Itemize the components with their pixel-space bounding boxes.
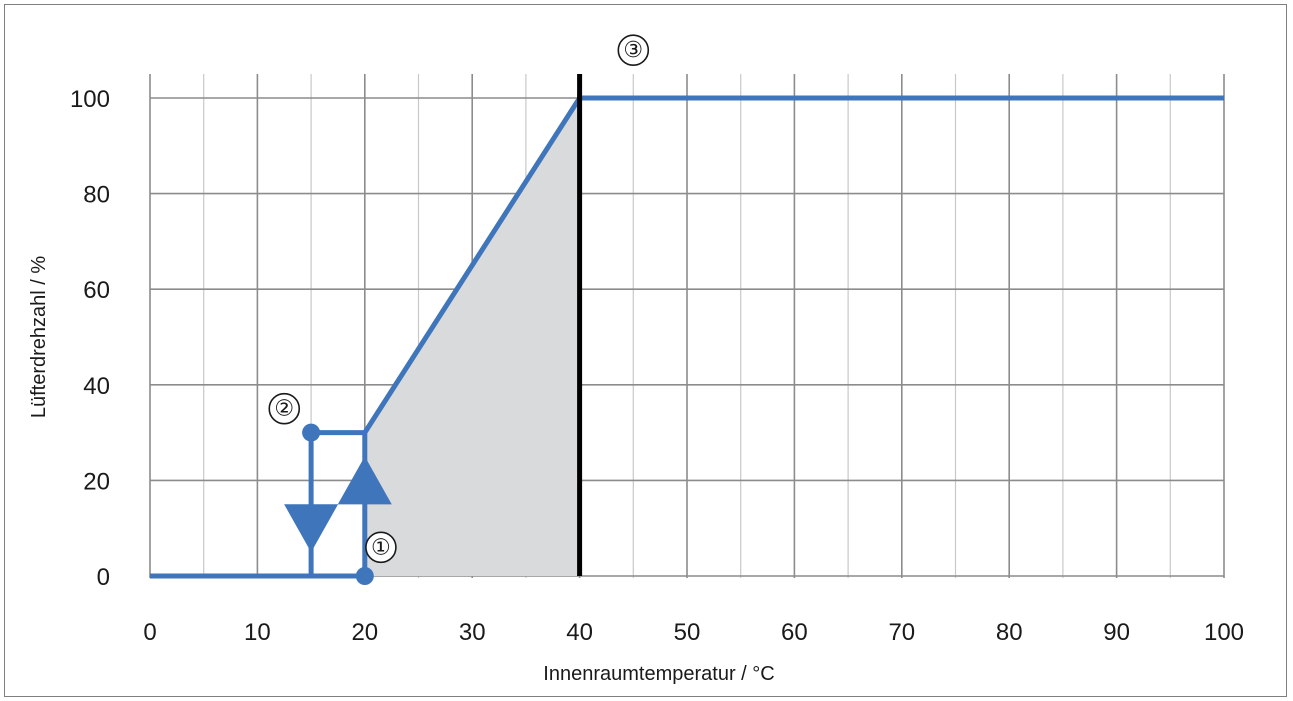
arrow-down-icon: [284, 504, 339, 553]
data-point: [302, 423, 321, 442]
x-tick-label: 50: [674, 619, 701, 646]
x-tick-label: 10: [244, 619, 271, 646]
arrow-up-icon: [337, 456, 392, 505]
x-tick-label: 0: [143, 619, 156, 646]
y-tick-label: 40: [83, 373, 110, 400]
annotation-circle: [617, 34, 650, 67]
shaded-region: [364, 98, 580, 576]
x-tick-label: 30: [459, 619, 486, 646]
annotation-circle: [365, 531, 397, 564]
y-axis-label: Lüfterdrehzahl / %: [28, 256, 50, 419]
x-tick-label: 20: [351, 619, 378, 646]
x-tick-labels: 0 10 20 30 40 50 60 70 80 90 100: [143, 619, 1244, 646]
x-axis-label: Innenraumtemperatur / °C: [543, 663, 774, 685]
x-tick-label: 60: [781, 619, 808, 646]
y-tick-label: 20: [83, 468, 110, 495]
y-tick-label: 80: [83, 182, 110, 209]
y-tick-label: 0: [97, 564, 110, 591]
x-tick-label: 90: [1103, 619, 1130, 646]
y-tick-label: 100: [70, 86, 110, 113]
x-tick-label: 100: [1204, 619, 1244, 646]
annotation-label: ①: [371, 534, 391, 559]
data-point: [355, 567, 374, 585]
annotations: ① ② ③: [268, 34, 650, 564]
chart-frame: [4, 4, 1287, 697]
series-line: [150, 95, 1224, 579]
arrows: [284, 456, 392, 553]
annotation-circle: [268, 392, 301, 425]
x-tick-label: 80: [996, 619, 1023, 646]
annotation-label: ②: [274, 396, 294, 421]
dots: [302, 423, 374, 585]
y-tick-labels: 0 20 40 60 80 100: [70, 86, 110, 591]
x-tick-label: 70: [888, 619, 915, 646]
x-tick-label: 40: [566, 619, 593, 646]
annotation-label: ③: [623, 37, 643, 62]
y-tick-label: 60: [83, 277, 110, 304]
